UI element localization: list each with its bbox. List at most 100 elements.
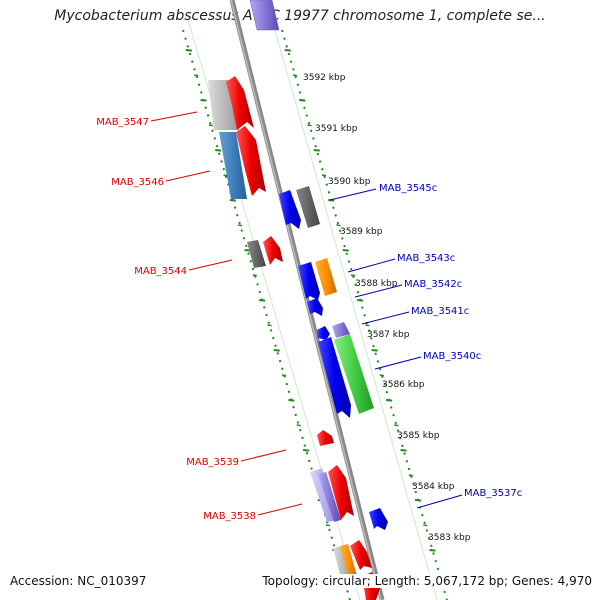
kbp-tick (267, 324, 272, 327)
kbp-tick (313, 149, 320, 152)
kbp-label: 3585 kbp (397, 431, 440, 441)
kbp-tick (357, 299, 364, 302)
accession-text: Accession: NC_010397 (10, 574, 147, 588)
backbone-axis (229, 0, 385, 600)
right-dotted-guide (281, 29, 448, 600)
gene-label-MAB_3539[interactable]: MAB_3539 (186, 457, 239, 468)
gene-MAB_3539[interactable] (317, 430, 334, 446)
left-dotted-guide (182, 29, 351, 600)
kbp-tick (342, 249, 349, 252)
kbp-tick (350, 274, 356, 277)
gene-label-MAB_3540c[interactable]: MAB_3540c (423, 351, 481, 362)
gene-label-MAB_3546[interactable]: MAB_3546 (111, 177, 164, 188)
genes[interactable] (208, 0, 388, 600)
gene-MAB_3544[interactable] (263, 236, 283, 265)
gene-MAB_3538-lav2[interactable] (318, 472, 341, 522)
kbp-tick (284, 49, 291, 52)
gene-MAB_3546[interactable] (219, 132, 247, 199)
gene-MAB_3540c[interactable] (334, 334, 374, 414)
kbp-label: 3590 kbp (328, 177, 371, 187)
connector-MAB_3547 (150, 111, 198, 122)
kbp-tick (259, 299, 266, 302)
gene-label-MAB_3547[interactable]: MAB_3547 (96, 117, 149, 128)
gene-labels[interactable]: MAB_3547 MAB_3546 MAB_3544 MAB_3539 MAB_… (96, 117, 522, 522)
gene-label-MAB_3541c[interactable]: MAB_3541c (411, 306, 469, 317)
kbp-tick (302, 449, 310, 452)
kbp-label: 3583 kbp (428, 533, 471, 543)
kbp-tick (423, 524, 428, 527)
connector-MAB_3546 (165, 170, 211, 182)
kbp-tick (307, 124, 312, 127)
kbp-tick (371, 349, 378, 352)
gene-MAB_3546-arrow[interactable] (236, 126, 266, 196)
kbp-tick (296, 424, 301, 427)
kbp-tick (408, 474, 413, 477)
gene-MAB_3543c-blue[interactable] (298, 262, 320, 300)
right-fade-guide (271, 19, 438, 600)
gene-label-MAB_3545c[interactable]: MAB_3545c (379, 183, 437, 194)
gene-top-partial[interactable] (249, 0, 280, 31)
kbp-tick (299, 99, 306, 102)
gene-label-MAB_3544[interactable]: MAB_3544 (134, 266, 187, 277)
kbp-tick (185, 49, 192, 52)
gene-MAB_3541c[interactable] (332, 322, 350, 338)
kbp-tick (238, 224, 243, 227)
gene-label-MAB_3538[interactable]: MAB_3538 (203, 511, 256, 522)
kbp-tick (414, 499, 422, 502)
gene-MAB_3545c[interactable] (296, 186, 320, 228)
gene-MAB_3541c-blue[interactable] (317, 326, 330, 340)
gene-MAB_3540c-blue[interactable] (318, 337, 351, 418)
kbp-tick (288, 399, 295, 402)
connector-MAB_3543c (347, 258, 396, 273)
kbp-label: 3592 kbp (303, 73, 346, 83)
gene-label-MAB_3537c[interactable]: MAB_3537c (464, 488, 522, 499)
kbp-label: 3584 kbp (412, 482, 455, 492)
kbp-tick (365, 324, 370, 327)
kbp-tick (273, 349, 280, 352)
gene-MAB_3547-arrow[interactable] (226, 76, 254, 130)
kbp-tick (215, 149, 222, 152)
kbp-tick (429, 549, 436, 552)
kbp-label: 3586 kbp (382, 380, 425, 390)
kbp-tick (386, 399, 393, 402)
gene-MAB_3544-gray[interactable] (247, 240, 266, 268)
connector-MAB_3537c (416, 494, 463, 509)
kbp-tick (200, 99, 207, 102)
kbp-scale-labels: 3592 kbp 3591 kbp 3590 kbp 3589 kbp 3588… (303, 73, 471, 543)
kbp-tick (229, 199, 236, 202)
gene-bottom-lgray[interactable] (333, 546, 352, 582)
gene-label-MAB_3542c[interactable]: MAB_3542c (404, 279, 462, 290)
kbp-tick (379, 374, 384, 377)
kbp-tick (208, 124, 213, 127)
gene-bottom-red[interactable] (350, 540, 372, 570)
gene-MAB_3542c[interactable] (307, 298, 323, 316)
genome-stats-text: Topology: circular; Length: 5,067,172 bp… (262, 574, 592, 588)
kbp-label: 3588 kbp (355, 279, 398, 289)
label-connectors (150, 111, 463, 516)
connector-MAB_3541c (361, 311, 410, 325)
kbp-label: 3591 kbp (315, 124, 358, 134)
kbp-tick (281, 374, 287, 377)
map-title: Mycobacterium abscessus ATCC 19977 chrom… (54, 8, 546, 24)
gene-MAB_3545c-blue[interactable] (279, 190, 301, 229)
gene-MAB_3538[interactable] (328, 465, 354, 520)
backbone-axis-highlight (230, 0, 382, 600)
kbp-tick (328, 199, 335, 202)
kbp-tick (325, 524, 331, 527)
gene-bottom-orange[interactable] (340, 544, 357, 578)
kbp-tick (394, 424, 399, 427)
kbp-tick (292, 74, 298, 77)
connector-MAB_3538 (257, 503, 303, 516)
connector-MAB_3540c (374, 356, 422, 370)
gene-MAB_3537c[interactable] (369, 508, 388, 530)
kbp-tick (252, 274, 257, 277)
gene-label-MAB_3543c[interactable]: MAB_3543c (397, 253, 455, 264)
kbp-tick (400, 449, 407, 452)
connector-MAB_3542c (354, 284, 403, 298)
kbp-tick (321, 174, 327, 177)
kbp-label: 3587 kbp (367, 330, 410, 340)
kbp-tick (336, 224, 341, 227)
connector-MAB_3544 (188, 259, 233, 271)
gene-MAB_3543c[interactable] (315, 258, 337, 296)
